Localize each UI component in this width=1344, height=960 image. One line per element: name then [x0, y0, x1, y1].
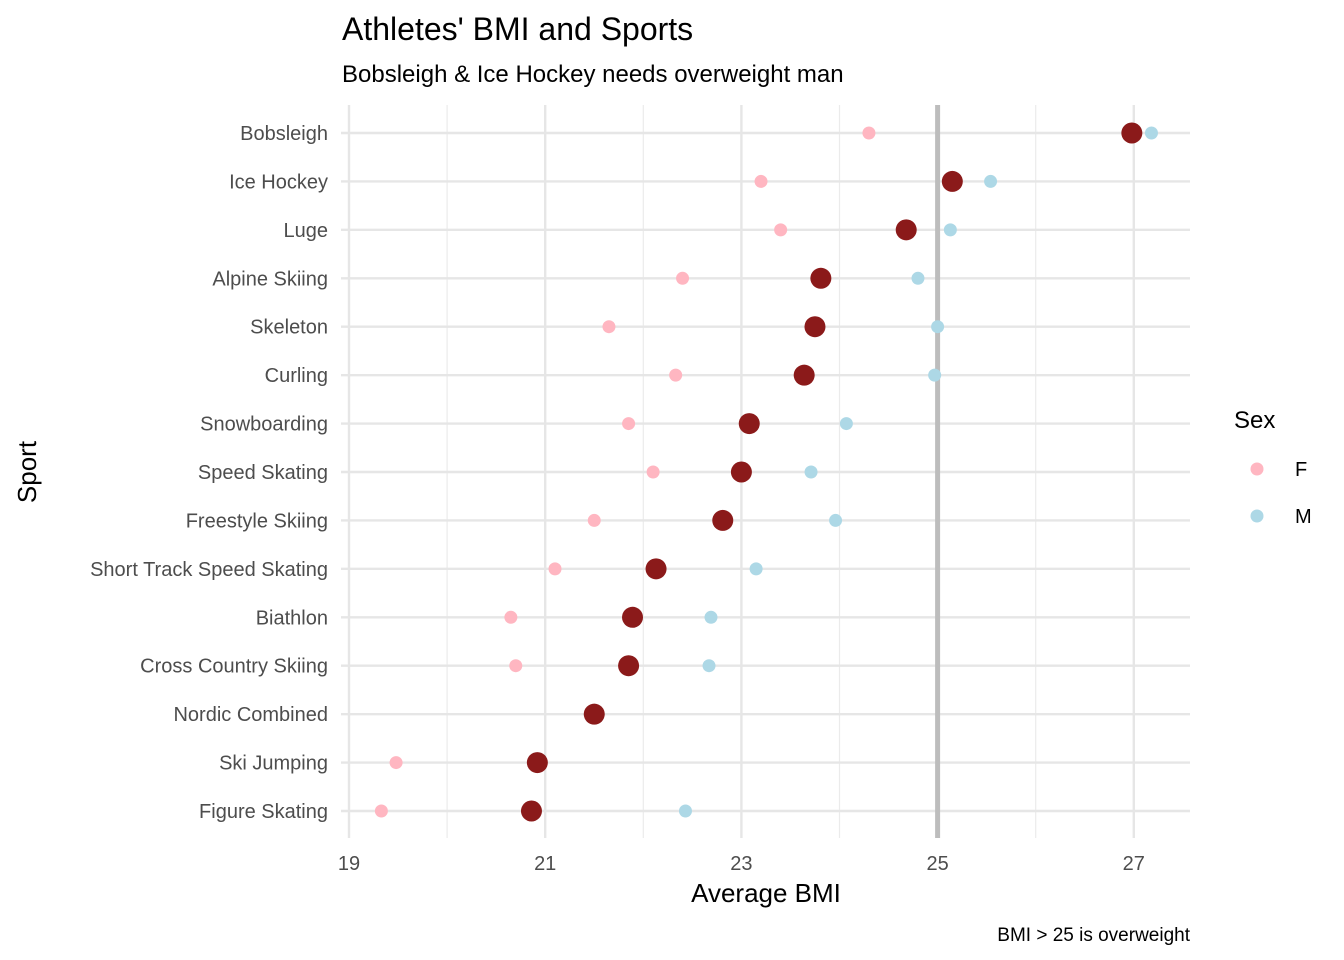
x-tick-label: 19: [338, 853, 360, 875]
y-tick-label: Snowboarding: [200, 414, 328, 436]
y-tick-label: Ski Jumping: [219, 753, 328, 775]
point-f: [587, 513, 601, 527]
x-axis-ticks: 19 21 23 25 27: [338, 853, 1145, 875]
legend-key-f: [1250, 462, 1264, 476]
point-m: [704, 610, 718, 624]
overall-point: [793, 364, 815, 386]
point-m: [678, 804, 692, 818]
point-m: [931, 320, 945, 334]
y-axis-title: Sport: [12, 440, 42, 503]
x-tick-label: 25: [926, 853, 948, 875]
overall-point: [622, 606, 644, 628]
point-m: [1144, 126, 1158, 140]
chart-caption: BMI > 25 is overweight: [997, 925, 1190, 946]
y-axis-ticks: Bobsleigh Ice Hockey Luge Alpine Skiing Skel…: [90, 123, 328, 823]
data-points: [374, 122, 1158, 822]
overall-point: [804, 316, 826, 338]
point-f: [504, 610, 518, 624]
point-f: [389, 756, 403, 770]
y-tick-label: Cross Country Skiing: [140, 656, 328, 678]
overall-point: [895, 219, 917, 241]
legend: Sex F M: [1234, 407, 1312, 528]
y-tick-label: Biathlon: [256, 607, 328, 629]
point-f: [622, 417, 636, 431]
y-tick-label: Freestyle Skiing: [186, 510, 328, 532]
point-f: [374, 804, 388, 818]
legend-label-m: M: [1295, 506, 1312, 528]
point-m: [839, 417, 853, 431]
legend-label-f: F: [1295, 459, 1307, 481]
point-f: [669, 368, 683, 382]
point-m: [804, 465, 818, 479]
chart-title: Athletes' BMI and Sports: [342, 11, 693, 47]
point-f: [676, 271, 690, 285]
point-f: [862, 126, 876, 140]
chart-subtitle: Bobsleigh & Ice Hockey needs overweight …: [342, 61, 844, 88]
overall-point: [730, 461, 752, 483]
y-tick-label: Speed Skating: [198, 462, 328, 484]
y-tick-label: Alpine Skiing: [212, 268, 328, 290]
x-tick-label: 21: [534, 853, 556, 875]
x-axis-title: Average BMI: [691, 878, 841, 908]
point-m: [928, 368, 942, 382]
y-tick-label: Curling: [265, 365, 328, 387]
x-tick-label: 23: [730, 853, 752, 875]
point-m: [984, 174, 998, 188]
point-f: [754, 174, 768, 188]
overall-point: [526, 752, 548, 774]
grid-lines: [341, 105, 1190, 838]
point-m: [749, 562, 763, 576]
y-tick-label: Luge: [284, 220, 329, 242]
overall-point: [941, 170, 963, 192]
point-f: [509, 659, 523, 673]
overall-point: [645, 558, 667, 580]
overall-point: [810, 267, 832, 289]
overall-point: [583, 703, 605, 725]
point-f: [646, 465, 660, 479]
x-tick-label: 27: [1123, 853, 1145, 875]
y-tick-label: Nordic Combined: [173, 704, 328, 726]
point-f: [548, 562, 562, 576]
overall-point: [1121, 122, 1143, 144]
point-m: [911, 271, 925, 285]
y-tick-label: Figure Skating: [199, 801, 328, 823]
overall-point: [618, 655, 640, 677]
y-tick-label: Skeleton: [250, 317, 328, 339]
overall-point: [738, 413, 760, 435]
point-m: [702, 659, 716, 673]
legend-key-m: [1250, 509, 1264, 523]
point-f: [774, 223, 788, 237]
y-tick-label: Bobsleigh: [240, 123, 328, 145]
overall-point: [520, 800, 542, 822]
overall-point: [712, 509, 734, 531]
point-f: [602, 320, 616, 334]
y-tick-label: Ice Hockey: [229, 171, 328, 193]
y-tick-label: Short Track Speed Skating: [90, 559, 328, 581]
point-m: [829, 513, 843, 527]
point-m: [943, 223, 957, 237]
legend-title: Sex: [1234, 407, 1275, 434]
